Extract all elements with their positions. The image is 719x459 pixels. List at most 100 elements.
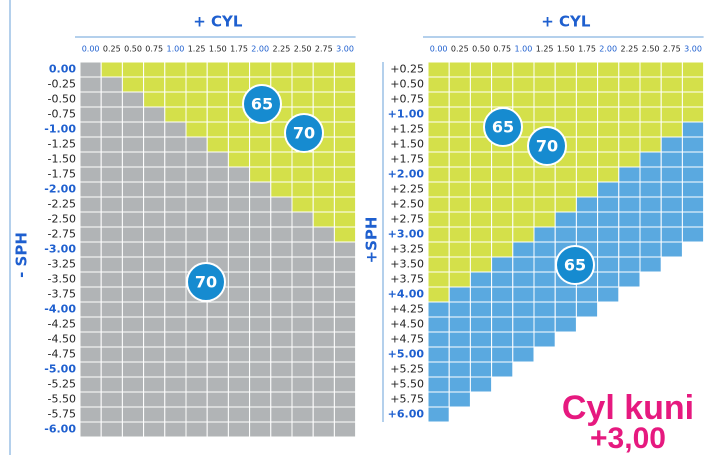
- cell: [164, 196, 187, 213]
- cell: [249, 121, 272, 138]
- cell: [185, 76, 208, 93]
- cell: [227, 61, 251, 78]
- cell: [312, 331, 335, 348]
- cell: [512, 166, 535, 183]
- cell: [491, 316, 514, 333]
- cell: [597, 61, 620, 78]
- cell: [597, 106, 620, 123]
- cell: [469, 286, 493, 303]
- cell: [164, 151, 187, 168]
- cell: [660, 91, 683, 108]
- cell: [618, 121, 641, 138]
- cell: [312, 226, 335, 243]
- cell: [249, 271, 272, 288]
- cyl-label: 2.50: [642, 45, 660, 54]
- cell: [512, 61, 535, 78]
- cell: [79, 166, 102, 183]
- cell: [533, 166, 556, 183]
- cell: [164, 331, 187, 348]
- cell: [491, 181, 514, 198]
- cell: [618, 76, 641, 93]
- cell: [185, 151, 208, 168]
- cell: [575, 286, 599, 303]
- cell: [79, 331, 102, 348]
- cell: [164, 346, 187, 363]
- cell: [164, 181, 187, 198]
- badge-label: 70: [195, 273, 217, 292]
- cell: [79, 361, 102, 378]
- cell: [427, 406, 450, 423]
- cell: [206, 76, 229, 93]
- sph-label: +4.75: [390, 333, 424, 346]
- cell: [469, 271, 493, 288]
- cell: [164, 391, 187, 408]
- cell: [448, 136, 471, 153]
- cell: [291, 241, 314, 258]
- cell: [333, 91, 357, 108]
- cell: [227, 211, 251, 228]
- cell: [554, 91, 577, 108]
- cell: [681, 226, 705, 243]
- sph-label: +2.25: [390, 183, 424, 196]
- cell: [270, 181, 293, 198]
- cell: [427, 331, 450, 348]
- cell: [533, 61, 556, 78]
- cyl-label: 0.25: [451, 45, 469, 54]
- cell: [249, 181, 272, 198]
- cell: [206, 106, 229, 123]
- cell: [427, 196, 450, 213]
- cell: [79, 406, 102, 423]
- cell: [448, 76, 471, 93]
- cell: [491, 361, 514, 378]
- cyl-label: 0.00: [430, 45, 448, 54]
- cell: [79, 91, 102, 108]
- cyl-label: 2.50: [294, 45, 312, 54]
- cell: [469, 196, 493, 213]
- cell: [206, 151, 229, 168]
- cell: [575, 181, 599, 198]
- cell: [597, 211, 620, 228]
- cell: [121, 76, 145, 93]
- cell: [333, 166, 357, 183]
- sph-label: -1.75: [48, 168, 76, 181]
- cell: [121, 286, 145, 303]
- cell: [681, 136, 705, 153]
- sph-label: -3.75: [48, 288, 76, 301]
- cell: [333, 391, 357, 408]
- sph-label: -5.50: [48, 393, 76, 406]
- sph-label: -1.50: [48, 153, 76, 166]
- cyl-label: 0.75: [493, 45, 511, 54]
- cell: [79, 226, 102, 243]
- sph-label: -2.75: [48, 228, 76, 241]
- cell: [448, 286, 471, 303]
- cell: [533, 271, 556, 288]
- cell: [448, 391, 471, 408]
- cell: [121, 316, 145, 333]
- sph-label: -4.50: [48, 333, 76, 346]
- cell: [639, 196, 662, 213]
- cell: [448, 256, 471, 273]
- cyl-label: 2.75: [315, 45, 333, 54]
- cell: [448, 166, 471, 183]
- cyl-label: 0.50: [124, 45, 142, 54]
- cell: [660, 136, 683, 153]
- cyl-label: 3.00: [336, 45, 354, 54]
- cell: [79, 151, 102, 168]
- cell: [597, 286, 620, 303]
- cell: [448, 196, 471, 213]
- cell: [143, 271, 166, 288]
- cell: [681, 196, 705, 213]
- sph-label: +3.75: [390, 273, 424, 286]
- sph-label: -2.25: [48, 198, 76, 211]
- cell: [143, 286, 166, 303]
- cell: [469, 166, 493, 183]
- cell: [249, 301, 272, 318]
- cell: [143, 361, 166, 378]
- sph-label: +1.75: [390, 153, 424, 166]
- cell: [639, 91, 662, 108]
- cell: [291, 211, 314, 228]
- cell: [227, 241, 251, 258]
- cell: [164, 361, 187, 378]
- cell: [143, 316, 166, 333]
- cell: [227, 316, 251, 333]
